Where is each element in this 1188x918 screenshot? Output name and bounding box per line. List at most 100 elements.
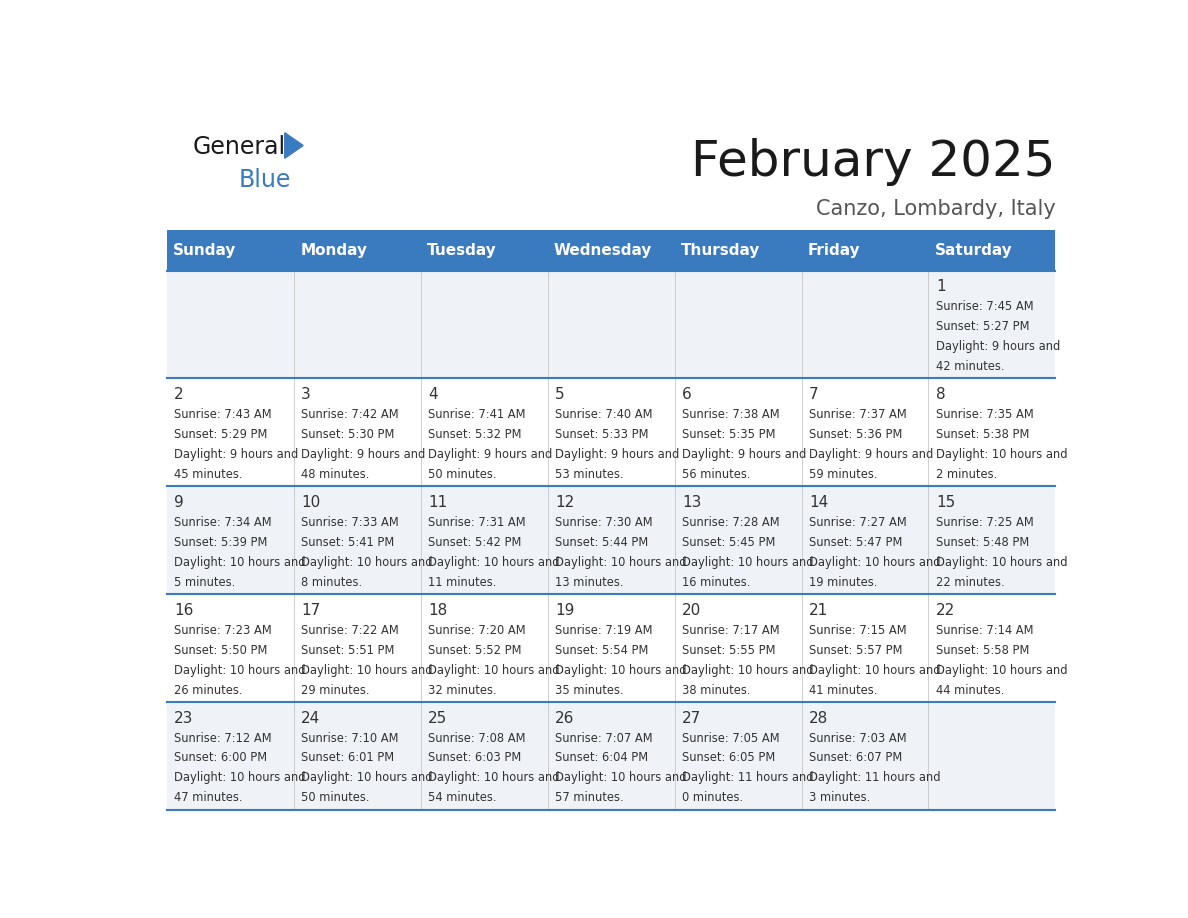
Text: Daylight: 10 hours and: Daylight: 10 hours and (175, 664, 305, 677)
Text: 13 minutes.: 13 minutes. (555, 576, 624, 588)
Text: Daylight: 10 hours and: Daylight: 10 hours and (428, 664, 560, 677)
Text: Sunrise: 7:19 AM: Sunrise: 7:19 AM (555, 623, 652, 637)
Text: Daylight: 10 hours and: Daylight: 10 hours and (555, 555, 687, 568)
Text: 11 minutes.: 11 minutes. (428, 576, 497, 588)
Text: Daylight: 9 hours and: Daylight: 9 hours and (428, 448, 552, 461)
Text: 0 minutes.: 0 minutes. (682, 791, 744, 804)
Text: Sunset: 5:38 PM: Sunset: 5:38 PM (936, 428, 1029, 441)
Bar (166, 230, 293, 271)
Text: Daylight: 10 hours and: Daylight: 10 hours and (175, 555, 305, 568)
Text: General: General (192, 135, 286, 159)
Text: Sunset: 5:42 PM: Sunset: 5:42 PM (428, 536, 522, 549)
Text: Friday: Friday (808, 243, 860, 258)
Text: 12: 12 (555, 495, 574, 509)
Bar (293, 230, 421, 271)
Text: Daylight: 10 hours and: Daylight: 10 hours and (936, 448, 1067, 461)
Bar (166, 702, 1055, 810)
Text: Sunset: 5:44 PM: Sunset: 5:44 PM (555, 536, 649, 549)
Text: Daylight: 10 hours and: Daylight: 10 hours and (302, 664, 432, 677)
Text: Sunrise: 7:38 AM: Sunrise: 7:38 AM (682, 408, 779, 421)
Text: Sunset: 5:33 PM: Sunset: 5:33 PM (555, 428, 649, 441)
Text: Sunrise: 7:14 AM: Sunrise: 7:14 AM (936, 623, 1034, 637)
Text: 35 minutes.: 35 minutes. (555, 684, 624, 697)
Text: Daylight: 9 hours and: Daylight: 9 hours and (555, 448, 680, 461)
Text: Sunrise: 7:41 AM: Sunrise: 7:41 AM (428, 408, 525, 421)
Text: Sunset: 5:27 PM: Sunset: 5:27 PM (936, 320, 1029, 333)
Text: 50 minutes.: 50 minutes. (428, 468, 497, 481)
Text: 5: 5 (555, 387, 564, 402)
Text: 1: 1 (936, 279, 946, 294)
Text: Daylight: 11 hours and: Daylight: 11 hours and (809, 771, 941, 784)
Text: Sunday: Sunday (173, 243, 236, 258)
Text: Sunset: 5:35 PM: Sunset: 5:35 PM (682, 428, 776, 441)
Text: 7: 7 (809, 387, 819, 402)
Text: 18: 18 (428, 603, 448, 618)
Text: 2 minutes.: 2 minutes. (936, 468, 997, 481)
Text: 56 minutes.: 56 minutes. (682, 468, 751, 481)
Text: 47 minutes.: 47 minutes. (175, 791, 242, 804)
Text: 19 minutes.: 19 minutes. (809, 576, 877, 588)
Text: Sunrise: 7:12 AM: Sunrise: 7:12 AM (175, 732, 272, 744)
Text: Daylight: 10 hours and: Daylight: 10 hours and (302, 555, 432, 568)
Text: Daylight: 9 hours and: Daylight: 9 hours and (809, 448, 933, 461)
Text: 6: 6 (682, 387, 691, 402)
Text: Sunrise: 7:43 AM: Sunrise: 7:43 AM (175, 408, 272, 421)
Text: Sunrise: 7:05 AM: Sunrise: 7:05 AM (682, 732, 779, 744)
Text: Thursday: Thursday (681, 243, 760, 258)
Text: Sunrise: 7:34 AM: Sunrise: 7:34 AM (175, 516, 272, 529)
Text: 57 minutes.: 57 minutes. (555, 791, 624, 804)
Text: Sunset: 6:05 PM: Sunset: 6:05 PM (682, 752, 776, 765)
Text: Daylight: 10 hours and: Daylight: 10 hours and (936, 555, 1067, 568)
Bar (421, 230, 548, 271)
Text: Monday: Monday (301, 243, 367, 258)
Text: 59 minutes.: 59 minutes. (809, 468, 878, 481)
Text: 19: 19 (555, 603, 575, 618)
Text: 38 minutes.: 38 minutes. (682, 684, 751, 697)
Text: 2: 2 (175, 387, 184, 402)
Text: 8 minutes.: 8 minutes. (302, 576, 362, 588)
Text: Daylight: 10 hours and: Daylight: 10 hours and (936, 664, 1067, 677)
Text: Sunrise: 7:31 AM: Sunrise: 7:31 AM (428, 516, 526, 529)
Text: Sunset: 5:58 PM: Sunset: 5:58 PM (936, 644, 1029, 656)
Text: Sunset: 6:00 PM: Sunset: 6:00 PM (175, 752, 267, 765)
Text: 42 minutes.: 42 minutes. (936, 360, 1004, 373)
Text: 27: 27 (682, 711, 701, 725)
Text: 22 minutes.: 22 minutes. (936, 576, 1005, 588)
Text: 21: 21 (809, 603, 828, 618)
Bar (929, 230, 1055, 271)
Text: Sunset: 6:04 PM: Sunset: 6:04 PM (555, 752, 649, 765)
Bar (802, 230, 929, 271)
Text: Sunrise: 7:25 AM: Sunrise: 7:25 AM (936, 516, 1034, 529)
Bar (166, 594, 1055, 702)
Text: Saturday: Saturday (935, 243, 1012, 258)
Text: 3: 3 (302, 387, 311, 402)
Text: 23: 23 (175, 711, 194, 725)
Text: Wednesday: Wednesday (554, 243, 652, 258)
Text: Daylight: 9 hours and: Daylight: 9 hours and (936, 340, 1060, 353)
Text: Daylight: 10 hours and: Daylight: 10 hours and (428, 771, 560, 784)
Text: 4: 4 (428, 387, 437, 402)
Text: Sunrise: 7:07 AM: Sunrise: 7:07 AM (555, 732, 652, 744)
Text: Sunset: 6:03 PM: Sunset: 6:03 PM (428, 752, 522, 765)
Text: Sunset: 6:01 PM: Sunset: 6:01 PM (302, 752, 394, 765)
Text: Daylight: 10 hours and: Daylight: 10 hours and (682, 664, 814, 677)
Text: Sunrise: 7:20 AM: Sunrise: 7:20 AM (428, 623, 526, 637)
Bar (675, 230, 802, 271)
Text: 53 minutes.: 53 minutes. (555, 468, 624, 481)
Text: Sunrise: 7:42 AM: Sunrise: 7:42 AM (302, 408, 399, 421)
Text: Sunset: 5:39 PM: Sunset: 5:39 PM (175, 536, 267, 549)
Text: Sunset: 5:52 PM: Sunset: 5:52 PM (428, 644, 522, 656)
Text: Sunset: 5:51 PM: Sunset: 5:51 PM (302, 644, 394, 656)
Text: 15: 15 (936, 495, 955, 509)
Bar (166, 378, 1055, 487)
Text: Sunrise: 7:08 AM: Sunrise: 7:08 AM (428, 732, 525, 744)
Text: Daylight: 11 hours and: Daylight: 11 hours and (682, 771, 814, 784)
Text: 45 minutes.: 45 minutes. (175, 468, 242, 481)
Text: Sunset: 5:47 PM: Sunset: 5:47 PM (809, 536, 902, 549)
Text: 28: 28 (809, 711, 828, 725)
Text: 11: 11 (428, 495, 448, 509)
Text: Sunset: 6:07 PM: Sunset: 6:07 PM (809, 752, 902, 765)
Text: Sunrise: 7:35 AM: Sunrise: 7:35 AM (936, 408, 1034, 421)
Text: 50 minutes.: 50 minutes. (302, 791, 369, 804)
Text: Blue: Blue (239, 168, 291, 192)
